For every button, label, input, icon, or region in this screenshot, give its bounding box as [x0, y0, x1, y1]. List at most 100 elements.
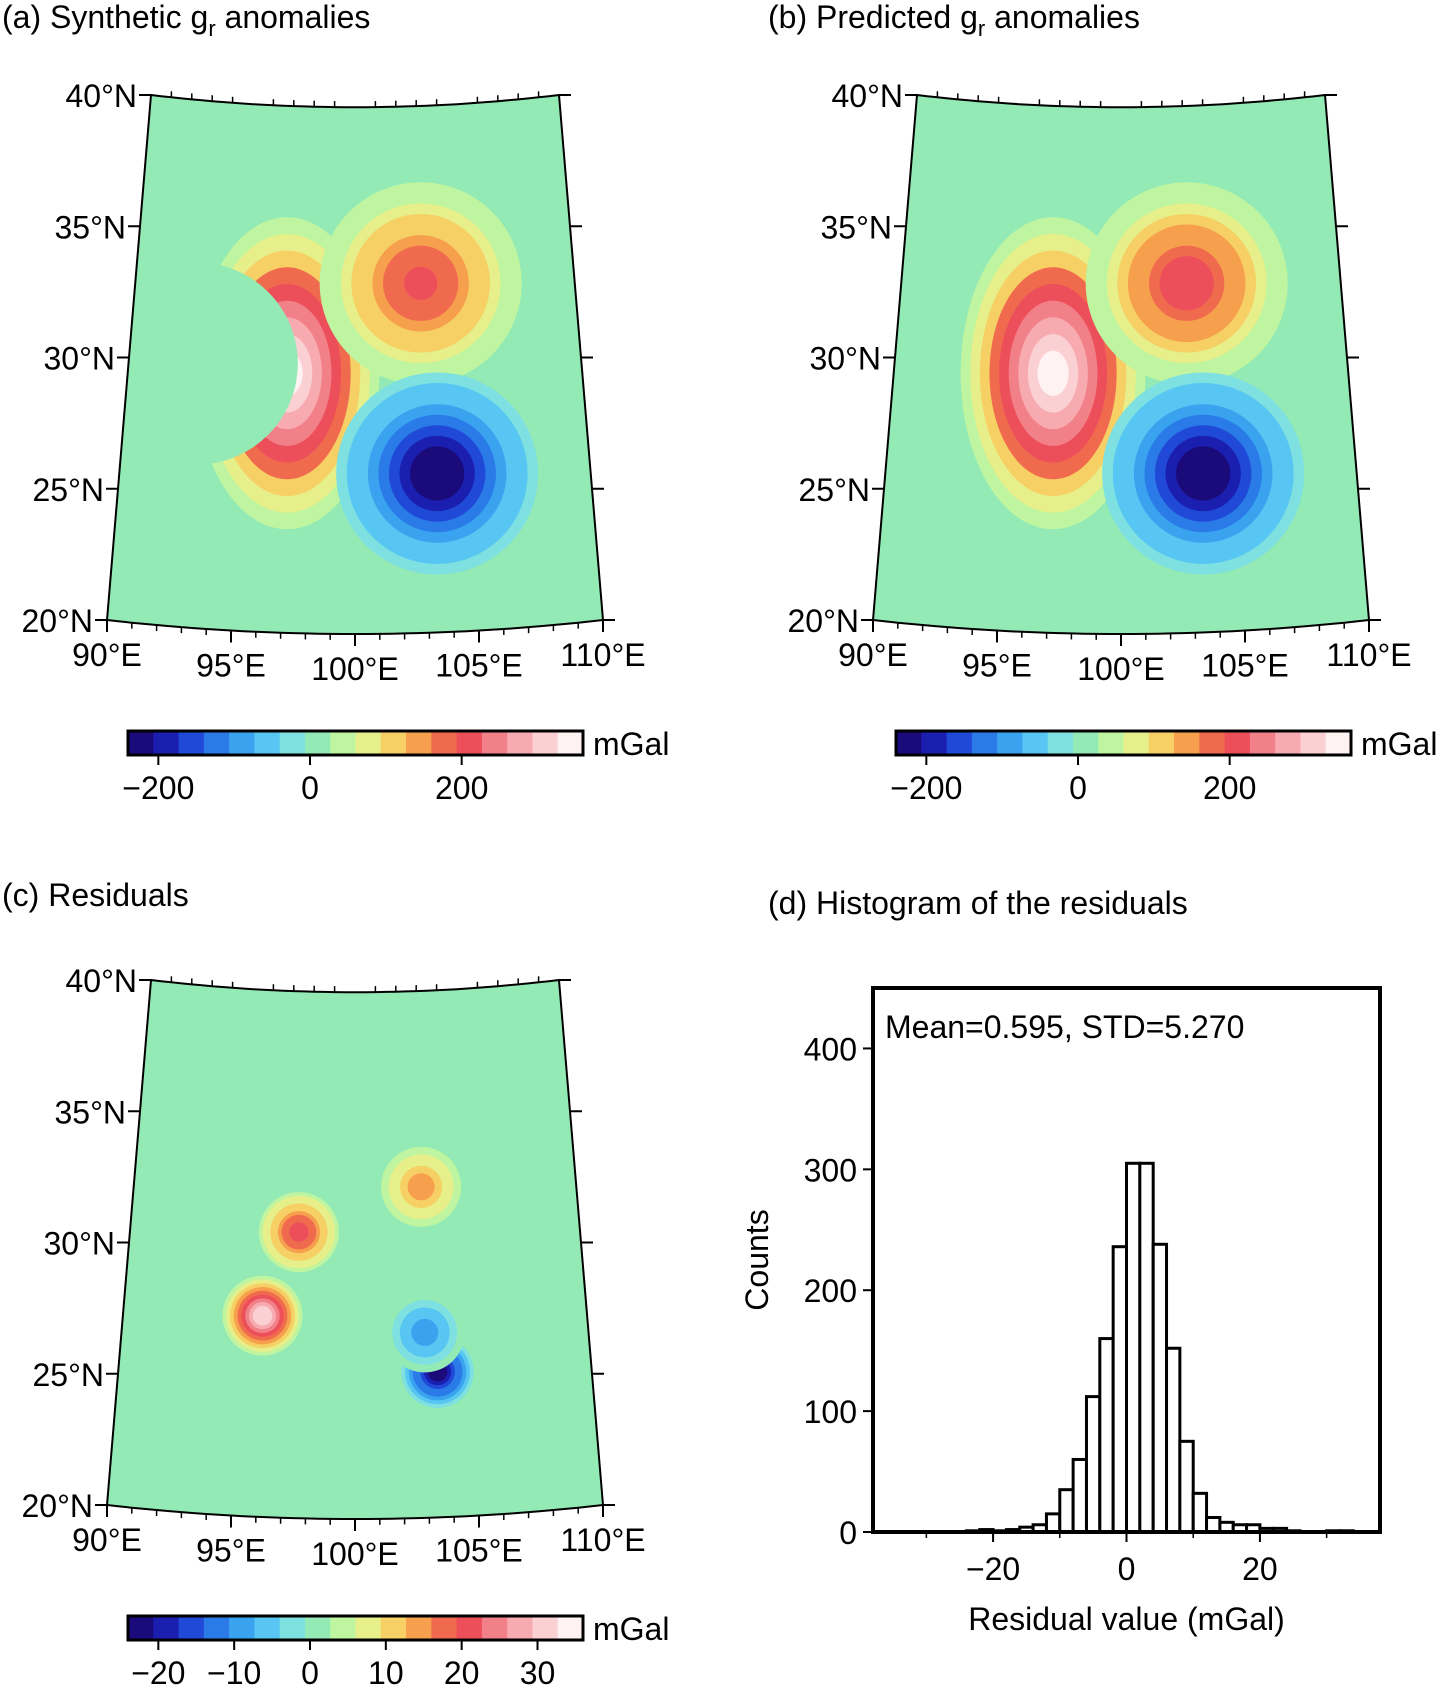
colorbar-c-swatch	[355, 1616, 382, 1640]
panel-c-lat-label: 40°N	[66, 963, 138, 999]
colorbar-b-tick-label: 0	[1069, 770, 1087, 806]
colorbar-c-frame	[126, 1614, 585, 1642]
panel-b-lat-label: 40°N	[832, 78, 904, 114]
panel-b-lon-label: 90°E	[838, 637, 908, 673]
panel-a-lat-label: 25°N	[33, 472, 105, 508]
panel-c-lat-label: 20°N	[22, 1488, 94, 1524]
panel-a-lon-label: 95°E	[196, 648, 266, 684]
colorbar-b-frame	[894, 729, 1353, 757]
colorbar-c-swatch	[456, 1616, 483, 1640]
panel-b-lon-label: 100°E	[1077, 651, 1165, 687]
panel-c-lon-label: 100°E	[311, 1536, 399, 1572]
colorbar-b-swatch	[971, 731, 998, 755]
panel-b-lon-label: 110°E	[1326, 637, 1411, 673]
colorbar-b-swatch	[1224, 731, 1251, 755]
colorbar-b-swatch	[1300, 731, 1327, 755]
x-axis-label: Residual value (mGal)	[968, 1601, 1285, 1637]
panel-b-lon-label: 95°E	[962, 648, 1032, 684]
colorbar-c-swatch	[557, 1616, 584, 1640]
colorbar-a-swatch	[254, 731, 281, 755]
colorbar-a-tick-label: 0	[301, 770, 319, 806]
histogram-bar	[1138, 1161, 1155, 1534]
colorbar-a-swatch	[279, 731, 306, 755]
panel-a-contour	[420, 456, 454, 491]
panel-c-contour	[252, 1305, 273, 1326]
colorbar-a-swatch	[532, 731, 559, 755]
colorbar-c-swatch	[380, 1616, 407, 1640]
histogram-bar	[1058, 1488, 1075, 1534]
colorbar-b-swatch	[1072, 731, 1099, 755]
colorbar-b-swatch	[896, 731, 922, 755]
colorbar-b-swatch	[1022, 731, 1049, 755]
panel-c-lon-label: 110°E	[560, 1522, 645, 1558]
colorbar-b: mGal −200 0 200	[890, 726, 1437, 806]
colorbar-b-swatch	[1047, 731, 1074, 755]
panel-b-contour	[1170, 266, 1204, 300]
colorbar-c-swatch	[229, 1616, 255, 1640]
colorbar-c-tick-label: −10	[207, 1655, 261, 1691]
panel-b-title: (b) Predicted gr anomalies	[768, 0, 1140, 41]
colorbar-b-swatch	[1249, 731, 1276, 755]
colorbar-c-tick-label: −20	[131, 1655, 185, 1691]
histogram-bar	[1205, 1515, 1222, 1534]
colorbar-b-swatch	[921, 731, 948, 755]
panel-c-map: 20°N 25°N 30°N 35°N 40°N 90°E 95°E 100°E 105°E 11…	[22, 963, 646, 1572]
panel-c-lon-label: 105°E	[435, 1533, 523, 1569]
panel-c-lon-label: 90°E	[72, 1522, 142, 1558]
colorbar-c-tick-label: 20	[444, 1655, 480, 1691]
panel-a-lat-label: 20°N	[22, 603, 94, 639]
colorbar-c-swatch	[330, 1616, 356, 1640]
colorbar-c-swatch	[153, 1616, 180, 1640]
colorbar-c-swatch	[304, 1616, 331, 1640]
colorbar-b-tick-label: 200	[1203, 770, 1256, 806]
y-axis-label: Counts	[739, 1209, 775, 1310]
panel-c-contour	[411, 1177, 431, 1197]
panel-c-lat-label: 30°N	[44, 1226, 116, 1262]
y-tick-label: 300	[804, 1152, 857, 1188]
panel-a-lat-label: 35°N	[55, 209, 127, 245]
colorbar-a-tick-label: 200	[435, 770, 488, 806]
colorbar-c-swatch	[507, 1616, 533, 1640]
x-tick-label: −20	[966, 1551, 1020, 1587]
colorbar-a-swatch	[507, 731, 533, 755]
colorbar-a-swatch	[481, 731, 508, 755]
colorbar-b-swatch	[997, 731, 1023, 755]
colorbar-b-swatch	[1325, 731, 1352, 755]
panel-c-title: (c) Residuals	[2, 877, 189, 913]
panel-b-lat-label: 20°N	[788, 603, 860, 639]
colorbar-b-swatch	[1123, 731, 1150, 755]
histogram-bar	[1098, 1337, 1115, 1534]
colorbar-c-swatch	[254, 1616, 281, 1640]
colorbar-a-swatch	[229, 731, 255, 755]
y-tick-label: 400	[804, 1031, 857, 1067]
panel-d-title: (d) Histogram of the residuals	[768, 885, 1188, 921]
colorbar-b-swatch	[1174, 731, 1200, 755]
colorbar-a-unit: mGal	[593, 726, 669, 762]
histogram-bar	[1178, 1439, 1195, 1534]
colorbar-b-swatch	[946, 731, 973, 755]
histogram-bar	[1044, 1512, 1062, 1534]
panel-b-map: 20°N 25°N 30°N 35°N 40°N 90°E 95°E 100°E 105°E 11…	[788, 78, 1412, 687]
panel-a-contour	[404, 266, 438, 300]
colorbar-c-tick-label: 0	[301, 1655, 319, 1691]
colorbar-a: mGal −200 0 200	[122, 726, 669, 806]
panel-a-lon-label: 90°E	[72, 637, 142, 673]
y-tick-label: 200	[804, 1273, 857, 1309]
colorbar-c-swatch	[481, 1616, 508, 1640]
colorbar-b-swatch	[1275, 731, 1301, 755]
colorbar-a-swatch	[355, 731, 382, 755]
colorbar-a-swatch	[380, 731, 407, 755]
colorbar-b-swatch	[1098, 731, 1124, 755]
colorbar-a-swatch	[153, 731, 180, 755]
panel-a-title: (a) Synthetic gr anomalies	[2, 0, 370, 41]
panel-c-lat-label: 25°N	[33, 1357, 105, 1393]
histogram-bar	[1165, 1346, 1182, 1534]
panel-a-lon-label: 110°E	[560, 637, 645, 673]
colorbar-a-swatch	[406, 731, 432, 755]
histogram-bar	[1111, 1245, 1128, 1534]
panel-b-contour	[1037, 350, 1069, 396]
panel-a-lat-label: 40°N	[66, 78, 138, 114]
colorbar-a-swatch	[178, 731, 205, 755]
panel-c-lon-label: 95°E	[196, 1533, 266, 1569]
